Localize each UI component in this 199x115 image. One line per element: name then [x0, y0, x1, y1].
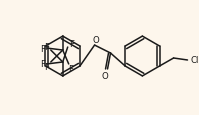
Text: F: F [44, 63, 49, 72]
Text: F: F [69, 39, 74, 48]
Text: F: F [40, 44, 45, 53]
Text: F: F [44, 42, 49, 51]
Text: O: O [101, 72, 108, 81]
Text: O: O [92, 35, 99, 44]
Text: F: F [68, 65, 73, 74]
Text: F: F [40, 60, 45, 69]
Text: Cl: Cl [190, 56, 199, 65]
